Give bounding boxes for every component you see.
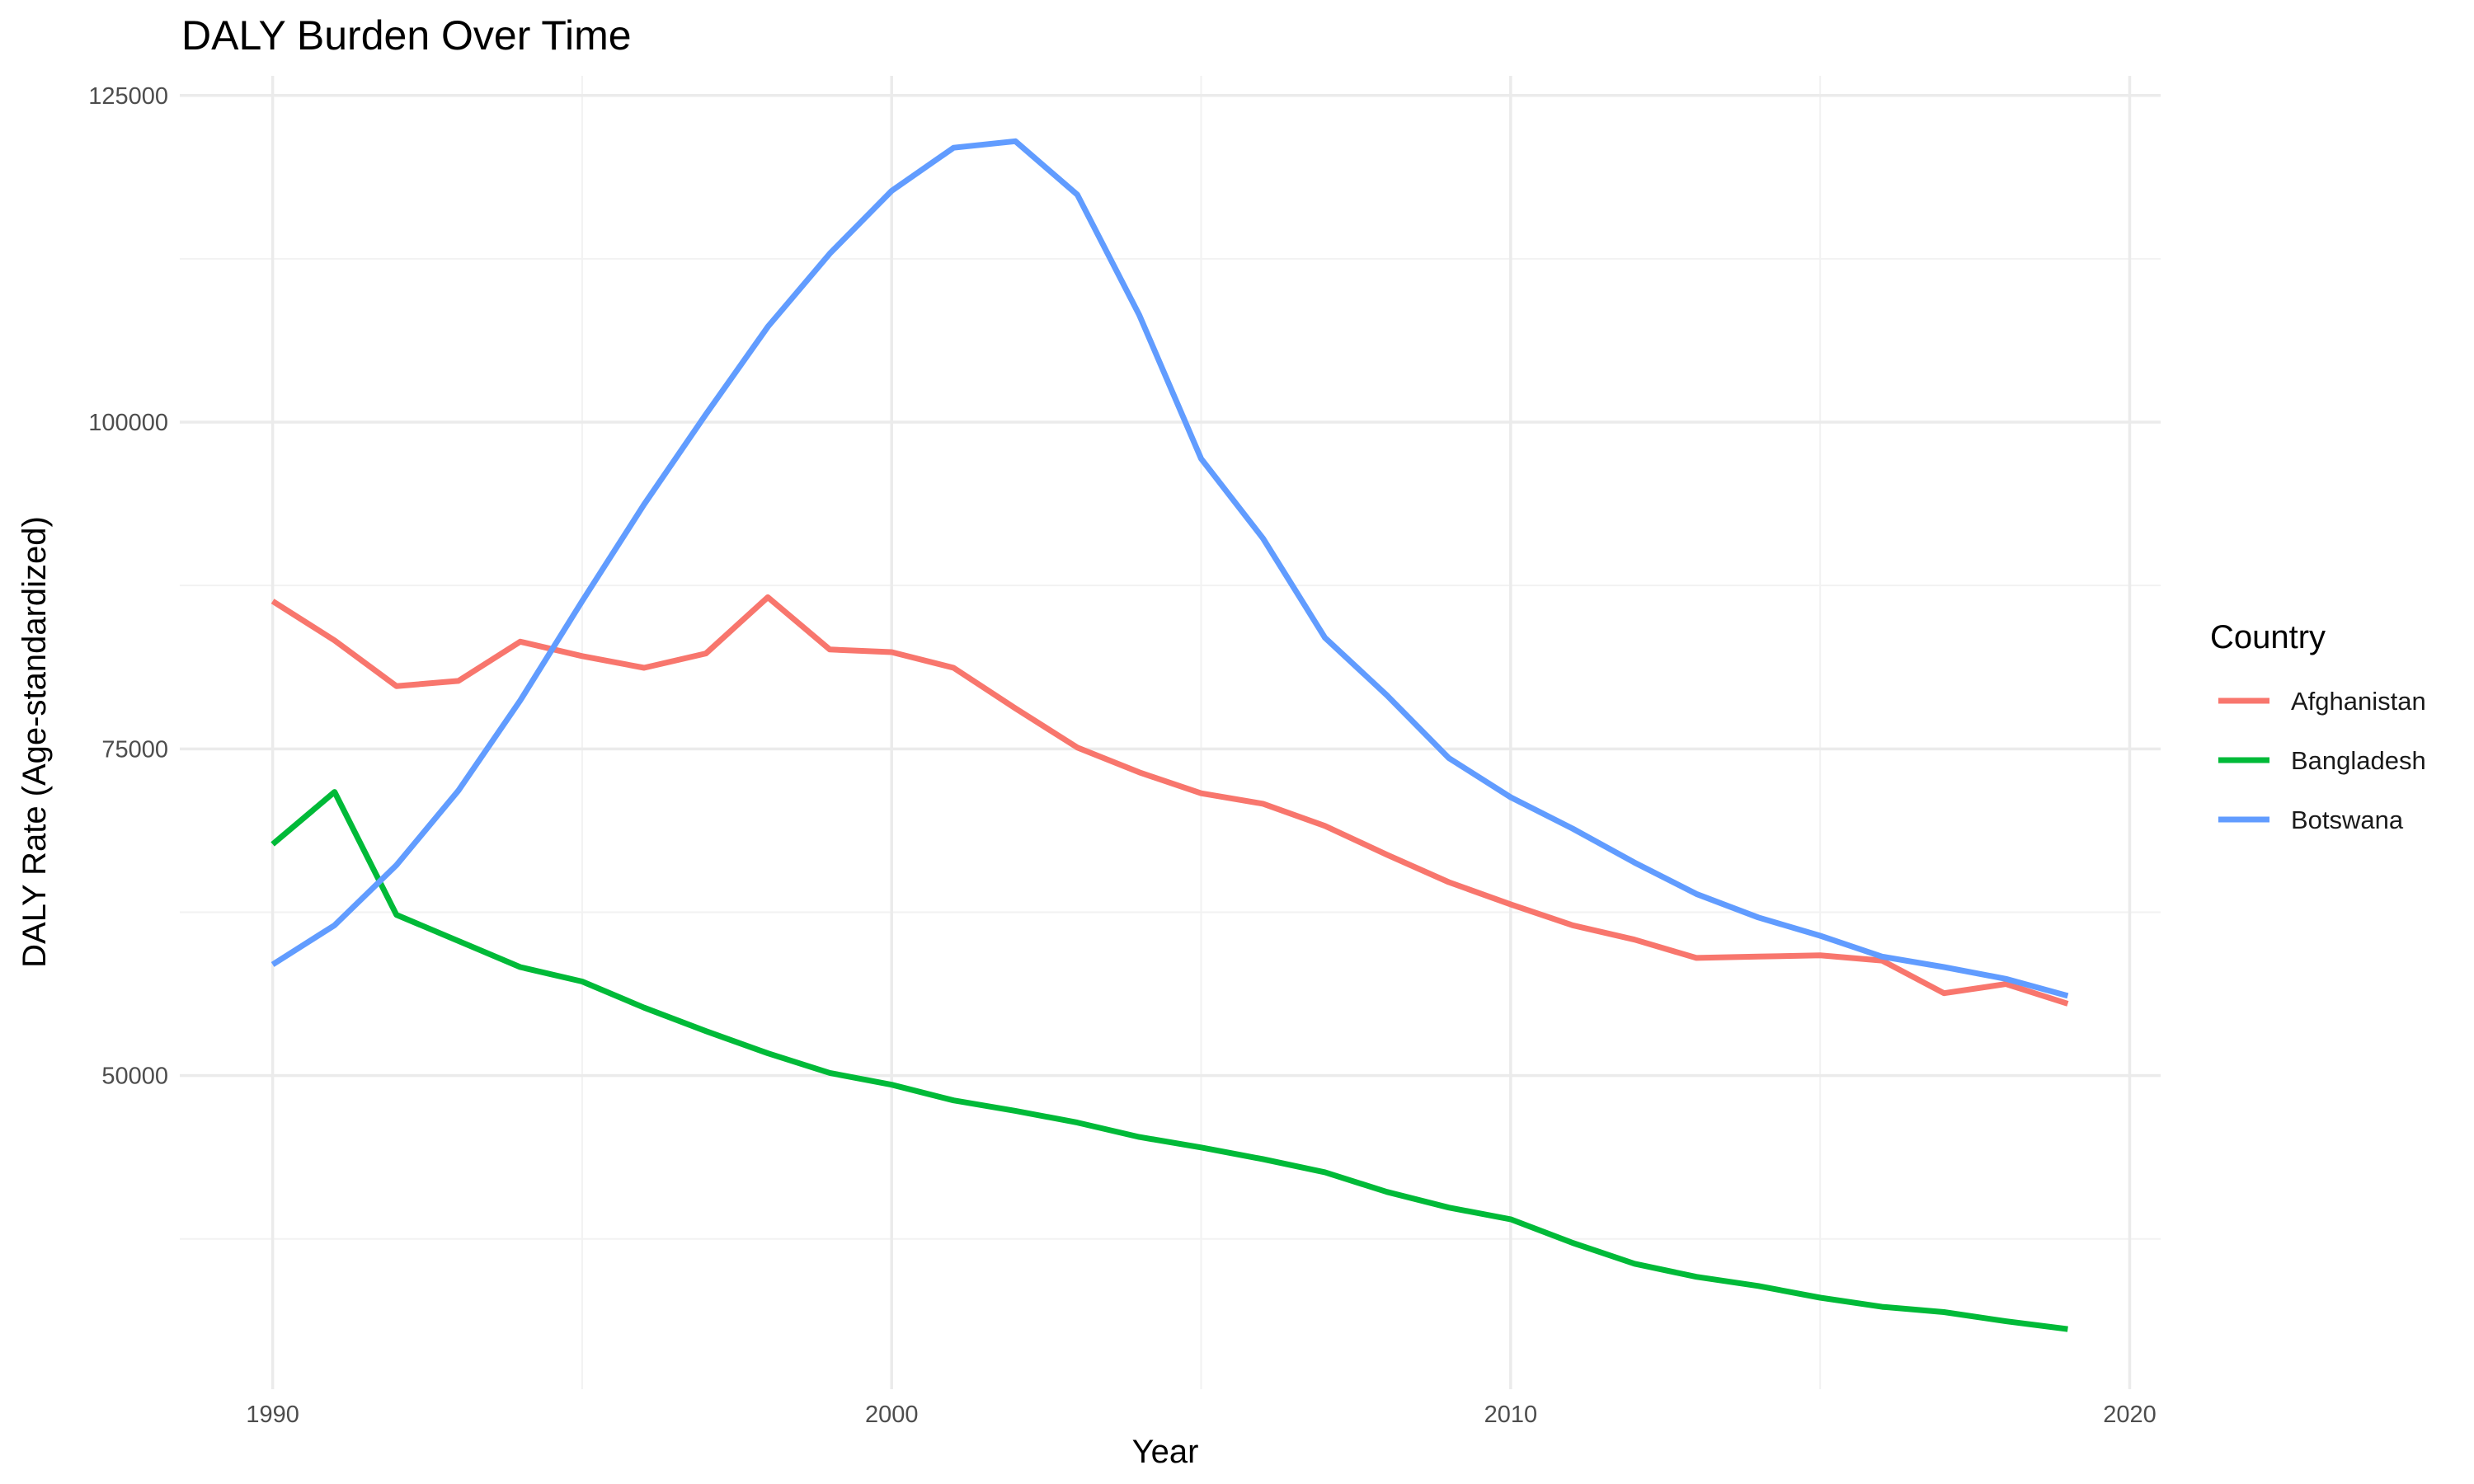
x-tick-label: 2020 [2103, 1402, 2157, 1428]
series-lines [270, 138, 2069, 1332]
y-tick-label: 125000 [88, 83, 168, 110]
legend: Country Afghanistan Bangladesh Botswana [2210, 619, 2426, 834]
y-tick-label: 100000 [88, 410, 168, 436]
legend-items: Afghanistan Bangladesh Botswana [2218, 687, 2426, 834]
series-line-afghanistan [270, 594, 2069, 1007]
legend-title: Country [2210, 619, 2326, 655]
x-tick-label: 2010 [1484, 1402, 1538, 1428]
legend-label-afghanistan: Afghanistan [2291, 687, 2426, 716]
y-tick-label: 50000 [101, 1064, 168, 1090]
y-axis-tick-labels: 50000 75000 100000 125000 [88, 83, 168, 1090]
series-line-bangladesh [270, 789, 2068, 1332]
y-tick-label: 75000 [101, 736, 168, 763]
legend-label-bangladesh: Bangladesh [2291, 746, 2426, 775]
x-axis-tick-labels: 1990 2000 2010 2020 [246, 1402, 2156, 1428]
y-axis-label: DALY Rate (Age-standardized) [16, 516, 53, 968]
legend-label-botswana: Botswana [2291, 805, 2404, 834]
grid-minor [180, 76, 2161, 1389]
x-tick-label: 1990 [246, 1402, 299, 1428]
x-axis-label: Year [1132, 1434, 1199, 1470]
grid-major [180, 76, 2161, 1389]
x-tick-label: 2000 [865, 1402, 919, 1428]
chart-title: DALY Burden Over Time [181, 12, 632, 59]
series-line-botswana [270, 138, 2069, 999]
